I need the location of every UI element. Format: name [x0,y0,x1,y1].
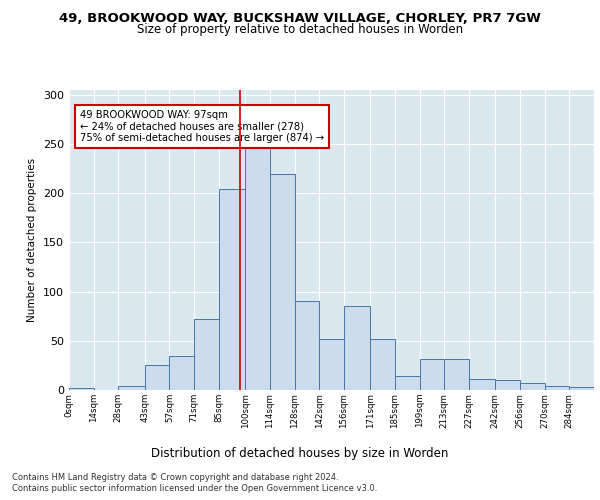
Bar [295,302,319,390]
Bar [245,145,270,390]
Text: Contains public sector information licensed under the Open Government Licence v3: Contains public sector information licen… [12,484,377,493]
Bar [270,174,295,390]
Bar [219,190,245,390]
Text: Distribution of detached houses by size in Worden: Distribution of detached houses by size … [151,448,449,460]
Text: Size of property relative to detached houses in Worden: Size of property relative to detached ho… [137,22,463,36]
Text: 49, BROOKWOOD WAY, BUCKSHAW VILLAGE, CHORLEY, PR7 7GW: 49, BROOKWOOD WAY, BUCKSHAW VILLAGE, CHO… [59,12,541,26]
Bar [444,358,469,390]
Y-axis label: Number of detached properties: Number of detached properties [28,158,37,322]
Bar [419,358,444,390]
Bar [194,319,219,390]
Bar [469,379,496,390]
Bar [344,306,370,390]
Bar [520,383,545,390]
Bar [145,366,169,390]
Bar [545,386,569,390]
Bar [169,356,194,390]
Bar [69,388,94,390]
Bar [118,386,145,390]
Bar [395,376,419,390]
Bar [319,339,344,390]
Text: 49 BROOKWOOD WAY: 97sqm
← 24% of detached houses are smaller (278)
75% of semi-d: 49 BROOKWOOD WAY: 97sqm ← 24% of detache… [80,110,323,143]
Bar [370,339,395,390]
Bar [496,380,520,390]
Text: Contains HM Land Registry data © Crown copyright and database right 2024.: Contains HM Land Registry data © Crown c… [12,472,338,482]
Bar [569,387,594,390]
